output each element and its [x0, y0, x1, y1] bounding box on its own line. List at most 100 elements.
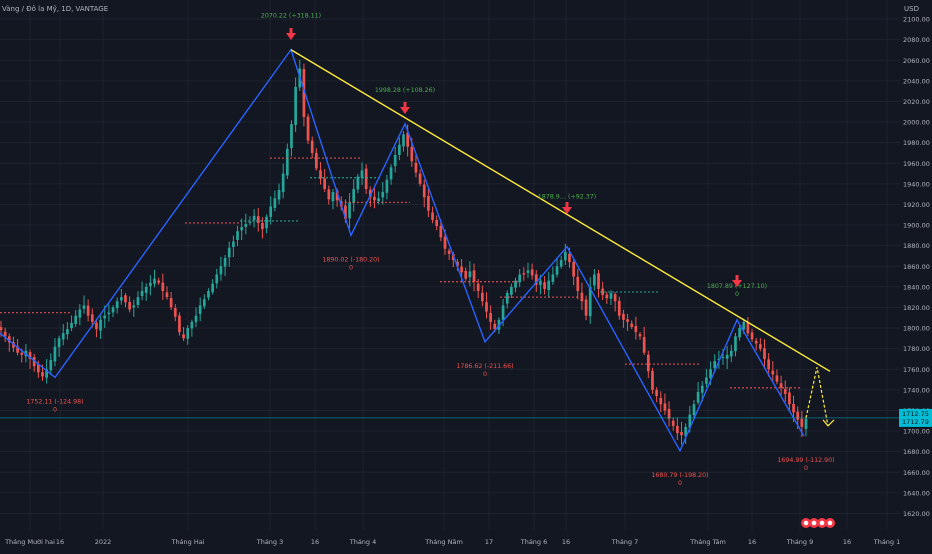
candle-body — [634, 326, 638, 333]
candle-body — [676, 425, 679, 434]
current-price-label: 1712.79 — [902, 418, 929, 426]
current-price-label: 1712.75 — [902, 410, 929, 418]
candle-body — [410, 146, 414, 162]
candle-body — [746, 321, 750, 334]
candle-body — [406, 132, 409, 147]
x-tick-label: 2022 — [95, 538, 112, 546]
y-tick-label: 2040.00 — [903, 77, 930, 85]
candle-body — [20, 352, 24, 355]
candle-body — [796, 411, 800, 420]
candle-body — [431, 212, 434, 220]
candle-body — [111, 307, 115, 313]
candle-body — [290, 124, 293, 149]
candle-body — [368, 189, 372, 198]
candle-body — [489, 313, 492, 322]
zigzag-line — [0, 48, 805, 453]
candle-body — [252, 215, 256, 221]
candle-body — [626, 319, 629, 322]
candle-body — [721, 356, 725, 358]
candle-body — [327, 189, 331, 200]
candle-body — [705, 377, 708, 384]
candle-body — [713, 361, 717, 368]
candle-body — [132, 305, 136, 308]
y-tick-label: 1940.00 — [903, 180, 930, 188]
candle-body — [800, 418, 804, 427]
pivot-label: 1786.62 (-211.66) — [456, 363, 513, 370]
event-flags[interactable] — [801, 518, 835, 528]
candle-body — [66, 329, 69, 335]
y-tick-label: 1860.00 — [903, 263, 930, 271]
candle-body — [418, 173, 422, 184]
candle-body — [617, 300, 621, 316]
candle-body — [534, 274, 538, 285]
candle-body — [244, 224, 248, 227]
candle-body — [680, 431, 683, 436]
x-tick-label: 16 — [311, 538, 319, 546]
candle-body — [642, 337, 646, 353]
candle-body — [771, 370, 775, 375]
candle-body — [700, 385, 704, 393]
y-tick-label: 1880.00 — [903, 242, 930, 250]
candle-body — [281, 173, 285, 193]
candle-body — [460, 266, 463, 273]
candle-body — [663, 403, 667, 411]
pivot-sublabel: 0 — [483, 371, 487, 378]
candle-body — [302, 69, 306, 117]
candle-body — [518, 274, 522, 283]
candle-body — [82, 305, 86, 309]
axes: 2100.00 2080.00 2060.00 2040.00 2020.00 2000.… — [4, 16, 932, 546]
candle-body — [505, 293, 509, 304]
candle-body — [742, 321, 746, 330]
candle-body — [609, 293, 613, 299]
candle-body — [45, 369, 48, 378]
candle-body — [622, 313, 625, 320]
y-tick-label: 2080.00 — [903, 36, 930, 44]
candle-body — [398, 144, 401, 155]
x-tick-label: Tháng Mười hai — [4, 538, 55, 546]
y-tick-label: 1760.00 — [903, 366, 930, 374]
candle-body — [207, 290, 210, 298]
economic-events-icon[interactable] — [801, 518, 835, 528]
candle-body — [319, 170, 322, 179]
candle-body — [140, 290, 144, 296]
y-tick-label: 1980.00 — [903, 139, 930, 147]
pivot-label: 1752.11 (-124.98) — [26, 398, 83, 405]
pivot-sublabel: 0 — [349, 264, 353, 271]
candle-body — [588, 286, 592, 317]
candle-body — [149, 282, 152, 287]
candle-body — [194, 315, 198, 323]
pivot-sublabel: 0 — [735, 291, 739, 298]
x-tick-label: Tháng 6 — [520, 538, 548, 546]
candle-body — [294, 87, 297, 125]
candle-body — [70, 322, 73, 329]
candle-body — [568, 253, 571, 263]
trendline — [290, 49, 831, 372]
candle-body — [738, 328, 741, 338]
candle-body — [779, 383, 783, 388]
candle-body — [211, 283, 214, 293]
pivot-label: 1680.79 (-198.20) — [651, 472, 708, 479]
candle-body — [78, 309, 82, 318]
down-arrow-icon — [565, 202, 569, 208]
candle-body — [344, 205, 347, 219]
candle-body — [360, 170, 364, 179]
x-tick-label: 16 — [56, 538, 64, 546]
candle-body — [510, 286, 513, 295]
candle-body — [655, 389, 658, 397]
candle-body — [725, 354, 729, 359]
candle-body — [684, 426, 688, 437]
candle-body — [285, 148, 289, 176]
candle-body — [468, 271, 472, 278]
candle-body — [306, 116, 310, 141]
candle-body — [352, 189, 356, 203]
candle-body — [36, 364, 40, 373]
candle-body — [381, 192, 385, 198]
candle-body — [124, 295, 127, 303]
down-arrow-icon — [732, 280, 742, 287]
candle-body — [443, 237, 447, 249]
y-tick-label: 1680.00 — [903, 448, 930, 456]
candle-body — [754, 340, 758, 344]
candle-body — [389, 167, 393, 180]
